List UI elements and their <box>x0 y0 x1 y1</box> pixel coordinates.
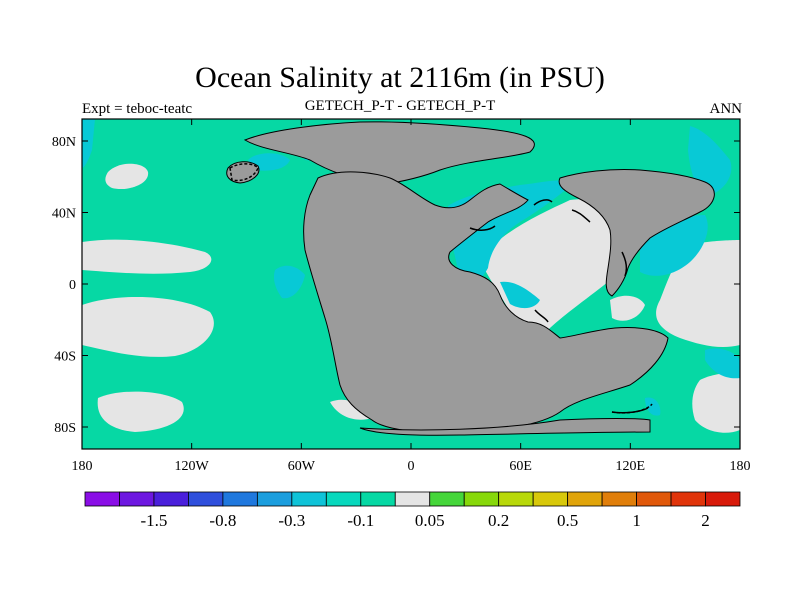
colorbar-swatch <box>567 491 603 507</box>
colorbar-swatch <box>463 491 500 507</box>
model-label: GETECH_P-T - GETECH_P-T <box>304 98 496 114</box>
colorbar-label: 1 <box>632 511 641 530</box>
colorbar-swatch <box>153 491 189 507</box>
colorbar-swatch <box>222 491 258 507</box>
colorbar-swatch <box>325 491 362 507</box>
colorbar-label: -1.5 <box>140 511 167 530</box>
colorbar-label: 0.2 <box>488 511 509 530</box>
colorbar-swatch <box>119 491 155 507</box>
neutral-salinity-regions <box>82 163 740 433</box>
dashed-coastline <box>229 163 653 414</box>
colorbar-swatch <box>601 491 637 507</box>
colorbar-label: -0.3 <box>278 511 305 530</box>
colorbar-label: 2 <box>701 511 710 530</box>
colorbar-swatch <box>705 491 741 507</box>
southern-strip <box>359 418 651 436</box>
north-polar-land <box>243 121 535 186</box>
colorbar-swatch <box>670 491 706 507</box>
colorbar-swatch <box>188 491 224 507</box>
land-masses <box>226 121 715 436</box>
colorbar-label: -0.1 <box>347 511 374 530</box>
lat-tick-label: 40N <box>52 207 76 222</box>
colorbar-label: 0.05 <box>415 511 445 530</box>
lon-tick-label: 60W <box>288 459 316 474</box>
lon-tick-label: 60E <box>509 459 532 474</box>
coastline-details <box>469 199 649 414</box>
colorbar-swatch <box>394 491 431 507</box>
colorbar-swatch <box>636 491 672 507</box>
pangaea-main <box>303 171 669 433</box>
colorbar-swatch <box>532 491 569 507</box>
plot-title: Ocean Salinity at 2116m (in PSU) <box>195 61 605 94</box>
colorbar-swatch <box>429 491 465 507</box>
season-label: ANN <box>709 101 743 117</box>
colorbar-swatch <box>256 491 293 507</box>
colorbar-swatch <box>498 491 534 507</box>
lat-tick-label: 80S <box>54 421 76 436</box>
experiment-label: Expt = teboc-teatc <box>82 101 193 117</box>
lon-tick-label: 0 <box>408 459 415 474</box>
colorbar-label: 0.5 <box>557 511 578 530</box>
small-island <box>226 161 260 184</box>
lon-tick-label: 180 <box>72 459 93 474</box>
lon-tick-label: 180 <box>730 459 751 474</box>
lat-tick-label: 40S <box>54 350 76 365</box>
colorbar-swatch <box>84 491 120 507</box>
lat-tick-label: 0 <box>69 278 76 293</box>
colorbar-swatch <box>291 491 327 507</box>
east-landmass <box>558 168 715 297</box>
lon-tick-label: 120W <box>175 459 210 474</box>
lat-tick-label: 80N <box>52 135 76 150</box>
colorbar-swatch <box>360 491 396 507</box>
colorbar-label: -0.8 <box>209 511 236 530</box>
lon-tick-label: 120E <box>616 459 646 474</box>
